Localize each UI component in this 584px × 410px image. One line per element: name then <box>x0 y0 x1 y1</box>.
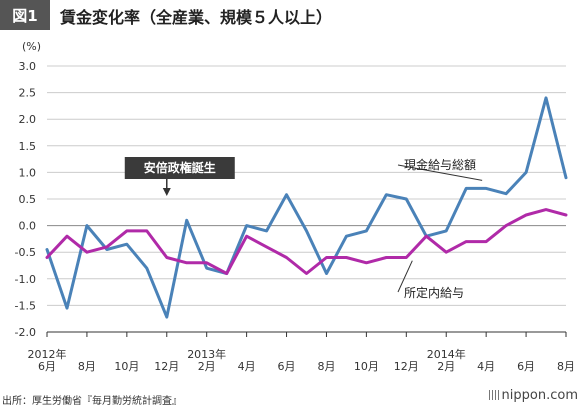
y-tick-label: 3.0 <box>19 60 37 73</box>
figure-title: 賃金変化率（全産業、規模５人以上） <box>60 8 333 27</box>
x-tick-month-label: 12月 <box>394 360 419 373</box>
x-tick-month-label: 6月 <box>278 360 296 373</box>
x-tick-month-label: 8月 <box>78 360 96 373</box>
x-tick-year-label: 2012年 <box>28 347 67 361</box>
y-tick-label: 0.0 <box>19 220 37 233</box>
figure-header: 図1 賃金変化率（全産業、規模５人以上） <box>0 0 584 30</box>
y-tick-label: 1.5 <box>19 140 37 153</box>
label-total-wages: 現金給与総額 <box>404 157 476 172</box>
leader-line-total-wages <box>397 164 483 181</box>
x-tick-month-label: 8月 <box>317 360 335 373</box>
x-tick-month-label: 2月 <box>198 360 216 373</box>
callout-box <box>124 157 235 179</box>
x-tick-month-label: 4月 <box>238 360 256 373</box>
series-line-total-wages <box>45 96 568 319</box>
leader-line-scheduled-wages <box>397 260 413 293</box>
callout-abe-government: 安倍政権誕生 <box>144 160 216 175</box>
y-tick-label: 0.5 <box>19 193 37 206</box>
series-lines <box>45 96 568 319</box>
brand-logo: nippon.com <box>488 388 578 403</box>
y-tick-label: 1.0 <box>19 166 37 179</box>
y-tick-label: -0.5 <box>15 246 36 259</box>
y-axis-ticks: 3.0 2.5 2.0 1.5 1.0 0.5 0.0 -0.5 -1.0 -1.5 -2.0 <box>15 60 36 339</box>
grid-lines <box>47 65 566 333</box>
x-tick-month-label: 6月 <box>517 360 535 373</box>
y-tick-label: -2.0 <box>15 326 36 339</box>
event-callout: 安倍政権誕生 <box>124 157 235 196</box>
y-tick-label: 2.5 <box>19 87 37 100</box>
x-tick-month-label: 10月 <box>114 360 139 373</box>
x-tick-month-label: 8月 <box>557 360 575 373</box>
x-tick-year-label: 2014年 <box>427 347 466 361</box>
y-tick-label: -1.0 <box>15 273 36 286</box>
y-axis-unit: (%) <box>22 40 42 53</box>
x-tick-month-label: 2月 <box>437 360 455 373</box>
y-tick-label: -1.5 <box>15 299 36 312</box>
label-scheduled-wages: 所定内給与 <box>404 285 464 300</box>
brand-mark-icon <box>488 390 499 400</box>
brand-name: nippon.com <box>501 388 578 403</box>
x-tick-month-label: 6月 <box>38 360 56 373</box>
source-note: 出所：厚生労働省『毎月勤労統計調査』 <box>2 396 182 407</box>
y-tick-label: 2.0 <box>19 113 37 126</box>
x-tick-month-label: 12月 <box>154 360 179 373</box>
figure-badge: 図1 <box>0 0 50 30</box>
series-line-scheduled-wages <box>45 208 568 275</box>
x-tick-month-label: 10月 <box>354 360 379 373</box>
x-tick-month-label: 4月 <box>477 360 495 373</box>
callout-arrow-head <box>162 188 171 196</box>
x-tick-year-label: 2013年 <box>187 347 226 361</box>
